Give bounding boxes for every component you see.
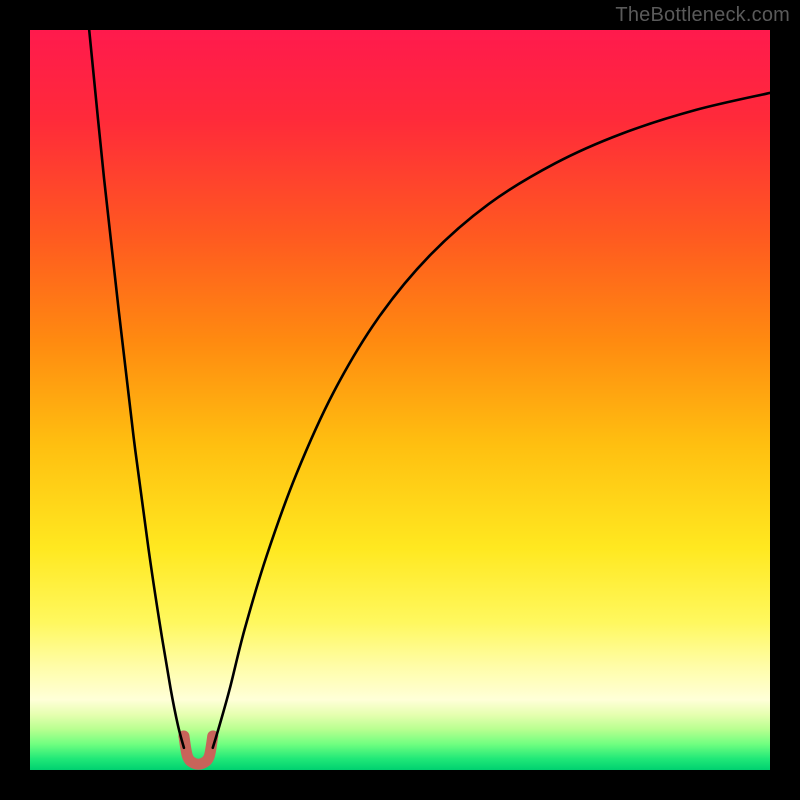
plot-svg (30, 30, 770, 770)
attribution-text: TheBottleneck.com (615, 4, 790, 27)
gradient-background (30, 30, 770, 770)
plot-area (30, 30, 770, 770)
chart-frame: TheBottleneck.com (0, 0, 800, 800)
